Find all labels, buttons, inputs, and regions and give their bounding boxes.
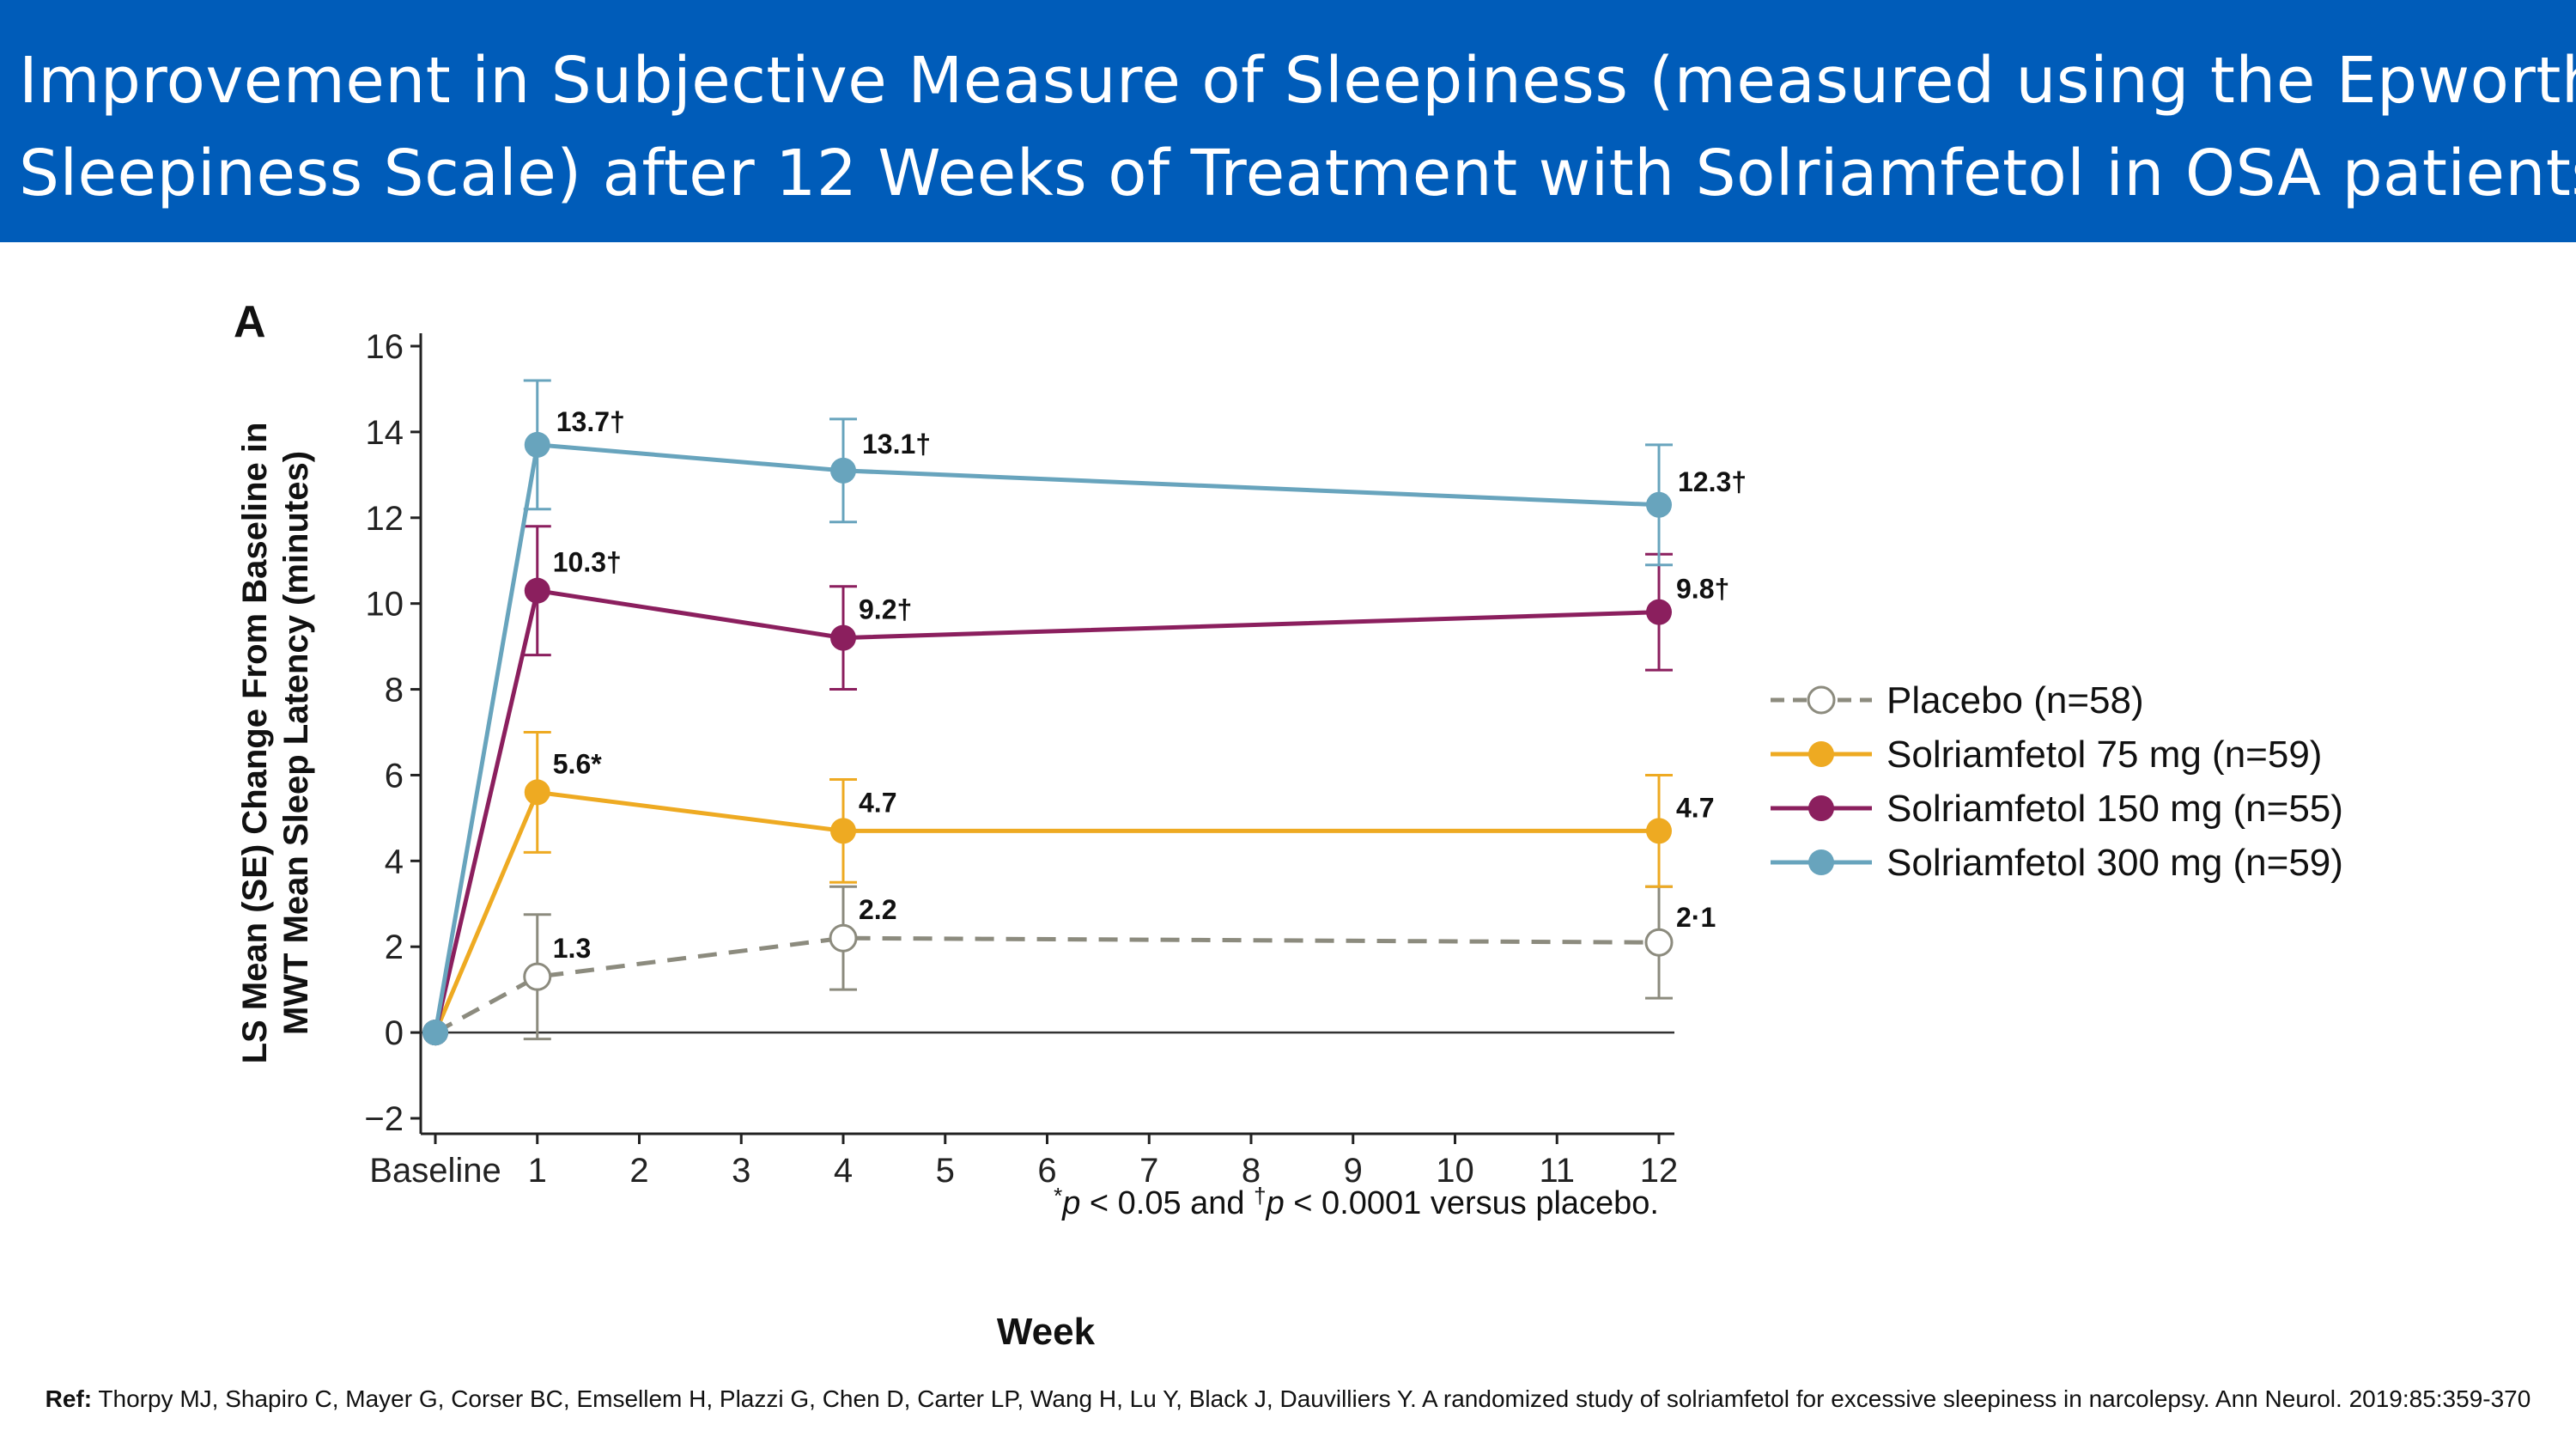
footnote-part: p xyxy=(1061,1185,1080,1221)
footnote-part: < 0.0001 versus placebo. xyxy=(1285,1185,1659,1221)
x-tick-label: 5 xyxy=(936,1152,955,1190)
title-line-1: Improvement in Subjective Measure of Sle… xyxy=(19,44,2576,118)
series-2: 10.3† 9.2† 9.8† xyxy=(422,525,1729,1046)
y-tick-label: 6 xyxy=(385,757,404,795)
y-tick-label: −2 xyxy=(364,1100,404,1138)
y-tick-label: 8 xyxy=(385,672,404,709)
x-tick-label: 6 xyxy=(1037,1152,1056,1190)
series-3: 13.7† 13.1† 12.3† xyxy=(422,379,1747,1046)
data-point xyxy=(524,577,550,604)
legend-item-3: Solriamfetol 300 mg (n=59) xyxy=(1771,842,2343,884)
legend-item-1: Solriamfetol 75 mg (n=59) xyxy=(1771,734,2322,776)
legend: Placebo (n=58) Solriamfetol 75 mg (n=59) S… xyxy=(1771,679,2343,884)
data-label: 5.6* xyxy=(553,748,602,779)
data-label: 4.7 xyxy=(859,787,896,818)
footnote-part: * xyxy=(1054,1183,1062,1209)
x-tick-label: 4 xyxy=(834,1152,853,1190)
data-point xyxy=(524,431,550,458)
data-point xyxy=(830,818,856,844)
x-tick-label: 11 xyxy=(1539,1152,1575,1190)
x-tick-label: 3 xyxy=(732,1152,750,1190)
y-tick-label: 0 xyxy=(385,1014,404,1052)
reference-note: Ref: Thorpy MJ, Shapiro C, Mayer G, Cors… xyxy=(34,1385,2542,1414)
x-tick-label: 2 xyxy=(629,1152,648,1190)
data-label: 13.7† xyxy=(556,406,625,437)
x-tick-label: Baseline xyxy=(369,1152,501,1190)
x-tick-label: 1 xyxy=(528,1152,547,1190)
legend-item-2: Solriamfetol 150 mg (n=55) xyxy=(1771,788,2343,830)
panel-label: A xyxy=(234,297,266,347)
data-label: 1.3 xyxy=(553,933,591,964)
title-banner: Improvement in Subjective Measure of Sle… xyxy=(0,0,2576,242)
data-point xyxy=(1646,818,1672,844)
series-line xyxy=(433,789,1659,1034)
x-axis-title: Week xyxy=(997,1311,1096,1353)
data-point xyxy=(829,923,858,953)
legend-marker xyxy=(1808,741,1834,767)
footnote-part: < 0.05 and xyxy=(1080,1185,1254,1221)
legend-marker xyxy=(1807,685,1836,715)
reference-text: Thorpy MJ, Shapiro C, Mayer G, Corser BC… xyxy=(98,1385,2531,1412)
data-point xyxy=(524,779,550,806)
y-tick-label: 2 xyxy=(385,928,404,966)
data-label: 9.8† xyxy=(1676,574,1729,605)
legend-label: Placebo (n=58) xyxy=(1886,679,2144,721)
y-tick-label: 10 xyxy=(366,586,404,624)
data-label: 4.7 xyxy=(1676,792,1714,823)
legend-item-0: Placebo (n=58) xyxy=(1771,679,2144,721)
data-label: 9.2† xyxy=(859,594,912,625)
series-line xyxy=(434,935,1660,1035)
data-label: 13.1† xyxy=(862,429,931,460)
baseline-point xyxy=(422,1020,448,1046)
y-tick-label: 14 xyxy=(366,414,404,452)
data-label: 2.2 xyxy=(859,894,896,925)
x-tick-label: 7 xyxy=(1139,1152,1158,1190)
series-line xyxy=(433,588,1660,1033)
reference-label: Ref: xyxy=(45,1385,93,1412)
significance-footnote: *p < 0.05 and †p < 0.0001 versus placebo… xyxy=(1054,1183,1659,1221)
legend-label: Solriamfetol 75 mg (n=59) xyxy=(1886,734,2322,776)
x-tick-label: 8 xyxy=(1242,1152,1261,1190)
y-tick-label: 12 xyxy=(366,500,404,538)
data-point xyxy=(1646,491,1672,518)
series-0: 1.3 2.2 2·1 xyxy=(422,885,1716,1046)
x-tick-label: 9 xyxy=(1344,1152,1363,1190)
series-1: 5.6* 4.7 4.7 xyxy=(422,731,1714,1046)
x-tick-label: 12 xyxy=(1640,1152,1679,1190)
data-point xyxy=(523,962,552,991)
title-line-2: Sleepiness Scale) after 12 Weeks of Trea… xyxy=(19,137,2576,210)
y-tick-label: 4 xyxy=(385,843,404,880)
y-axis-title-line-2: MWT Mean Sleep Latency (minutes) xyxy=(277,451,315,1035)
data-point xyxy=(830,457,856,484)
data-point xyxy=(1646,599,1672,625)
legend-marker xyxy=(1808,849,1834,875)
data-label: 2·1 xyxy=(1676,902,1716,933)
legend-label: Solriamfetol 150 mg (n=55) xyxy=(1886,788,2343,830)
x-tick-label: 10 xyxy=(1436,1152,1474,1190)
data-point xyxy=(830,624,856,651)
legend-marker xyxy=(1808,795,1834,821)
y-tick-label: 16 xyxy=(366,328,404,366)
data-label: 12.3† xyxy=(1678,466,1747,497)
series-line xyxy=(433,442,1660,1033)
footnote-part: p xyxy=(1266,1185,1285,1221)
data-point xyxy=(1644,928,1674,957)
series-group: 1.32.2 2·15.6*4.7 4.710.3†9.2†9.8†13.7†13.… xyxy=(422,379,1747,1046)
y-axis-title-line-1: LS Mean (SE) Change From Baseline in xyxy=(236,423,274,1064)
footnote-part: † xyxy=(1254,1183,1266,1209)
legend-label: Solriamfetol 300 mg (n=59) xyxy=(1886,842,2343,884)
data-label: 10.3† xyxy=(553,547,622,578)
